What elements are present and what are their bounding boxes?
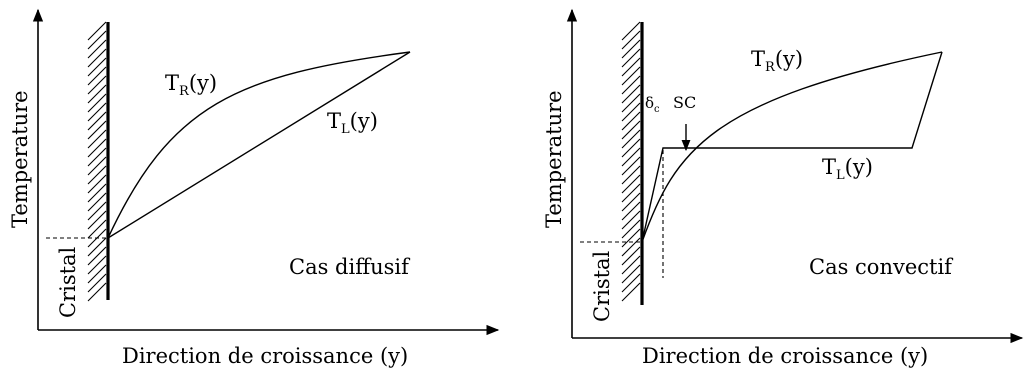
hatch-line [87, 156, 107, 176]
left-crystal-label: Cristal [56, 246, 80, 318]
right-crystal-hatch [621, 21, 641, 302]
hatch-line [621, 30, 641, 50]
hatch-line [621, 39, 641, 59]
hatch-line [87, 273, 107, 293]
hatch-line [87, 183, 107, 203]
left-label-TR: TR(y) [165, 71, 217, 99]
right-case-label: Cas convectif [809, 255, 954, 279]
hatch-line [87, 111, 107, 131]
hatch-line [621, 282, 641, 302]
hatch-line [87, 147, 107, 167]
hatch-line [621, 219, 641, 239]
hatch-line [621, 48, 641, 68]
hatch-line [621, 228, 641, 248]
left-curve-TR [107, 51, 411, 239]
hatch-line [87, 84, 107, 104]
right-label-TL: TL(y) [822, 155, 873, 183]
hatch-line [621, 111, 641, 131]
hatch-line [87, 237, 107, 257]
hatch-line [621, 201, 641, 221]
hatch-line [87, 120, 107, 140]
hatch-line [87, 93, 107, 113]
right-x-axis-label: Direction de croissance (y) [642, 344, 928, 368]
hatch-line [87, 21, 107, 41]
hatch-line [621, 129, 641, 149]
hatch-line [87, 210, 107, 230]
hatch-line [621, 93, 641, 113]
right-crystal-label: Cristal [590, 250, 614, 322]
left-curve-TL [107, 51, 411, 239]
hatch-line [87, 165, 107, 185]
left-y-axis-label: Temperature [8, 90, 32, 228]
hatch-line [621, 165, 641, 185]
hatch-line [621, 174, 641, 194]
right-y-axis-label: Temperature [542, 90, 566, 228]
hatch-line [87, 219, 107, 239]
right-label-sc: SC [673, 93, 696, 112]
hatch-line [87, 282, 107, 302]
right-curve-TR [641, 51, 943, 243]
hatch-line [87, 30, 107, 50]
right-panel: δc SC TR(y) TL(y) Cas convectif Directio… [542, 8, 1024, 368]
right-label-delta: δc [645, 94, 660, 115]
hatch-line [621, 183, 641, 203]
hatch-line [87, 264, 107, 284]
hatch-line [87, 75, 107, 95]
hatch-line [621, 246, 641, 266]
hatch-line [87, 129, 107, 149]
hatch-line [621, 102, 641, 122]
hatch-line [621, 120, 641, 140]
right-label-TR: TR(y) [751, 47, 803, 75]
hatch-line [87, 246, 107, 266]
hatch-line [621, 138, 641, 158]
hatch-line [621, 237, 641, 257]
hatch-line [87, 57, 107, 77]
left-crystal-hatch [87, 21, 107, 302]
hatch-line [87, 192, 107, 212]
hatch-line [87, 174, 107, 194]
right-curve-TL [641, 51, 943, 243]
hatch-line [621, 75, 641, 95]
hatch-line [87, 138, 107, 158]
hatch-line [87, 66, 107, 86]
left-x-axis-label: Direction de croissance (y) [122, 344, 408, 368]
hatch-line [621, 255, 641, 275]
hatch-line [621, 147, 641, 167]
hatch-line [621, 66, 641, 86]
hatch-line [87, 201, 107, 221]
left-case-label: Cas diffusif [289, 255, 411, 279]
hatch-line [621, 84, 641, 104]
hatch-line [621, 273, 641, 293]
hatch-line [621, 156, 641, 176]
left-label-TL: TL(y) [327, 109, 378, 137]
hatch-line [621, 57, 641, 77]
left-panel: TR(y) TL(y) Cas diffusif Direction de cr… [8, 8, 500, 368]
hatch-line [87, 48, 107, 68]
hatch-line [621, 210, 641, 230]
hatch-line [621, 192, 641, 212]
hatch-line [87, 102, 107, 122]
hatch-line [621, 264, 641, 284]
hatch-line [87, 255, 107, 275]
hatch-line [621, 21, 641, 41]
hatch-line [87, 39, 107, 59]
